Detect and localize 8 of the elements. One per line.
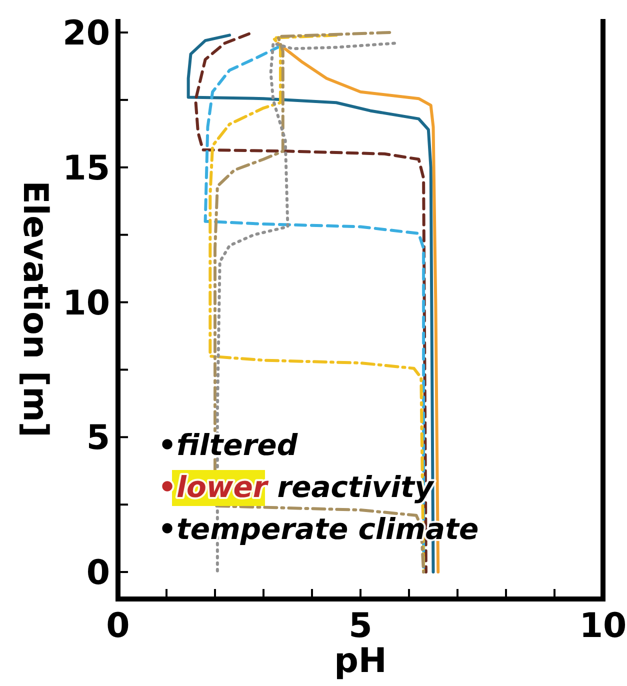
y-axis-title: Elevation [m]: [15, 180, 55, 438]
x-tick-label: 10: [579, 606, 627, 646]
y-tick-label: 10: [62, 283, 110, 324]
y-tick-label: 20: [62, 13, 110, 54]
y-tick-label: 15: [62, 148, 110, 188]
annotation: •filtered: [158, 428, 298, 462]
y-tick-label: 5: [86, 418, 110, 458]
y-tick-label: 0: [86, 553, 110, 594]
